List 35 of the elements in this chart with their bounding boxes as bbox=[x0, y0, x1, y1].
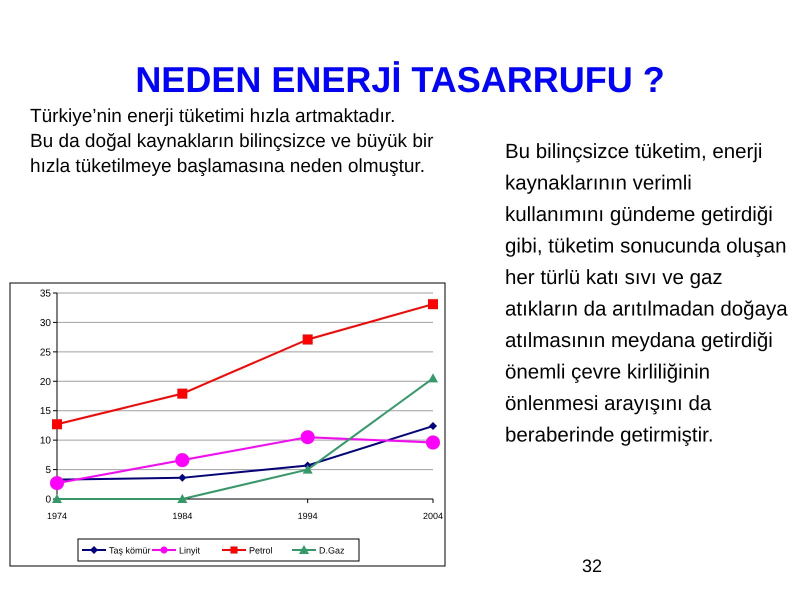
point bbox=[177, 494, 188, 503]
y-tick-label: 10 bbox=[40, 436, 52, 447]
y-tick-label: 0 bbox=[45, 494, 52, 506]
text: Bu bilinçsizce tüketim, enerji kaynaklarının verimli kullanımını gündeme getirdiği gibi, tüketim sonucunda oluşan her türlü katı sıvı ve gaz atıkların da arıtılmadan doğaya atılmasının meydana getirdiği önemli çevre kirliliğinin önlenmesi arayışını da beraberinde getirmiştir. bbox=[505, 140, 788, 446]
point bbox=[175, 453, 190, 468]
legend-label: D.Gaz bbox=[319, 546, 346, 556]
point bbox=[302, 334, 313, 344]
point bbox=[428, 373, 438, 382]
y-tick-label: 25 bbox=[40, 347, 52, 358]
point bbox=[52, 494, 62, 503]
point bbox=[429, 422, 437, 430]
point bbox=[50, 476, 64, 490]
y-tick-label: 5 bbox=[45, 465, 52, 476]
point bbox=[302, 464, 313, 474]
point bbox=[52, 419, 62, 430]
text: Bu da doğal kaynakların bilinçsizce ve büyük bir hızla tüketilmeye başlamasına neden olmuştur. bbox=[30, 131, 434, 177]
chart-title: NEDEN ENERJİ TASARRUFU ? bbox=[135, 59, 665, 100]
legend-label: Taş kömür bbox=[109, 546, 151, 556]
legend-label: Petrol bbox=[249, 546, 273, 556]
text: 32 bbox=[582, 556, 602, 576]
legend-label: Linyit bbox=[179, 546, 201, 556]
y-tick-label: 20 bbox=[40, 376, 52, 388]
point bbox=[428, 299, 438, 310]
y-tick-label: 35 bbox=[40, 288, 52, 300]
y-tick-label: 15 bbox=[40, 406, 52, 418]
x-tick-label: 2004 bbox=[422, 511, 444, 521]
point bbox=[426, 435, 440, 450]
x-tick-label: 1984 bbox=[172, 511, 192, 521]
point bbox=[177, 388, 188, 399]
y-tick-label: 30 bbox=[40, 318, 52, 329]
point bbox=[300, 430, 315, 444]
x-tick-label: 1994 bbox=[298, 511, 318, 521]
point bbox=[178, 474, 186, 482]
x-tick-label: 1974 bbox=[46, 511, 68, 521]
text: Türkiye’nin enerji tüketimi hızla artmaktadır. bbox=[30, 106, 396, 127]
